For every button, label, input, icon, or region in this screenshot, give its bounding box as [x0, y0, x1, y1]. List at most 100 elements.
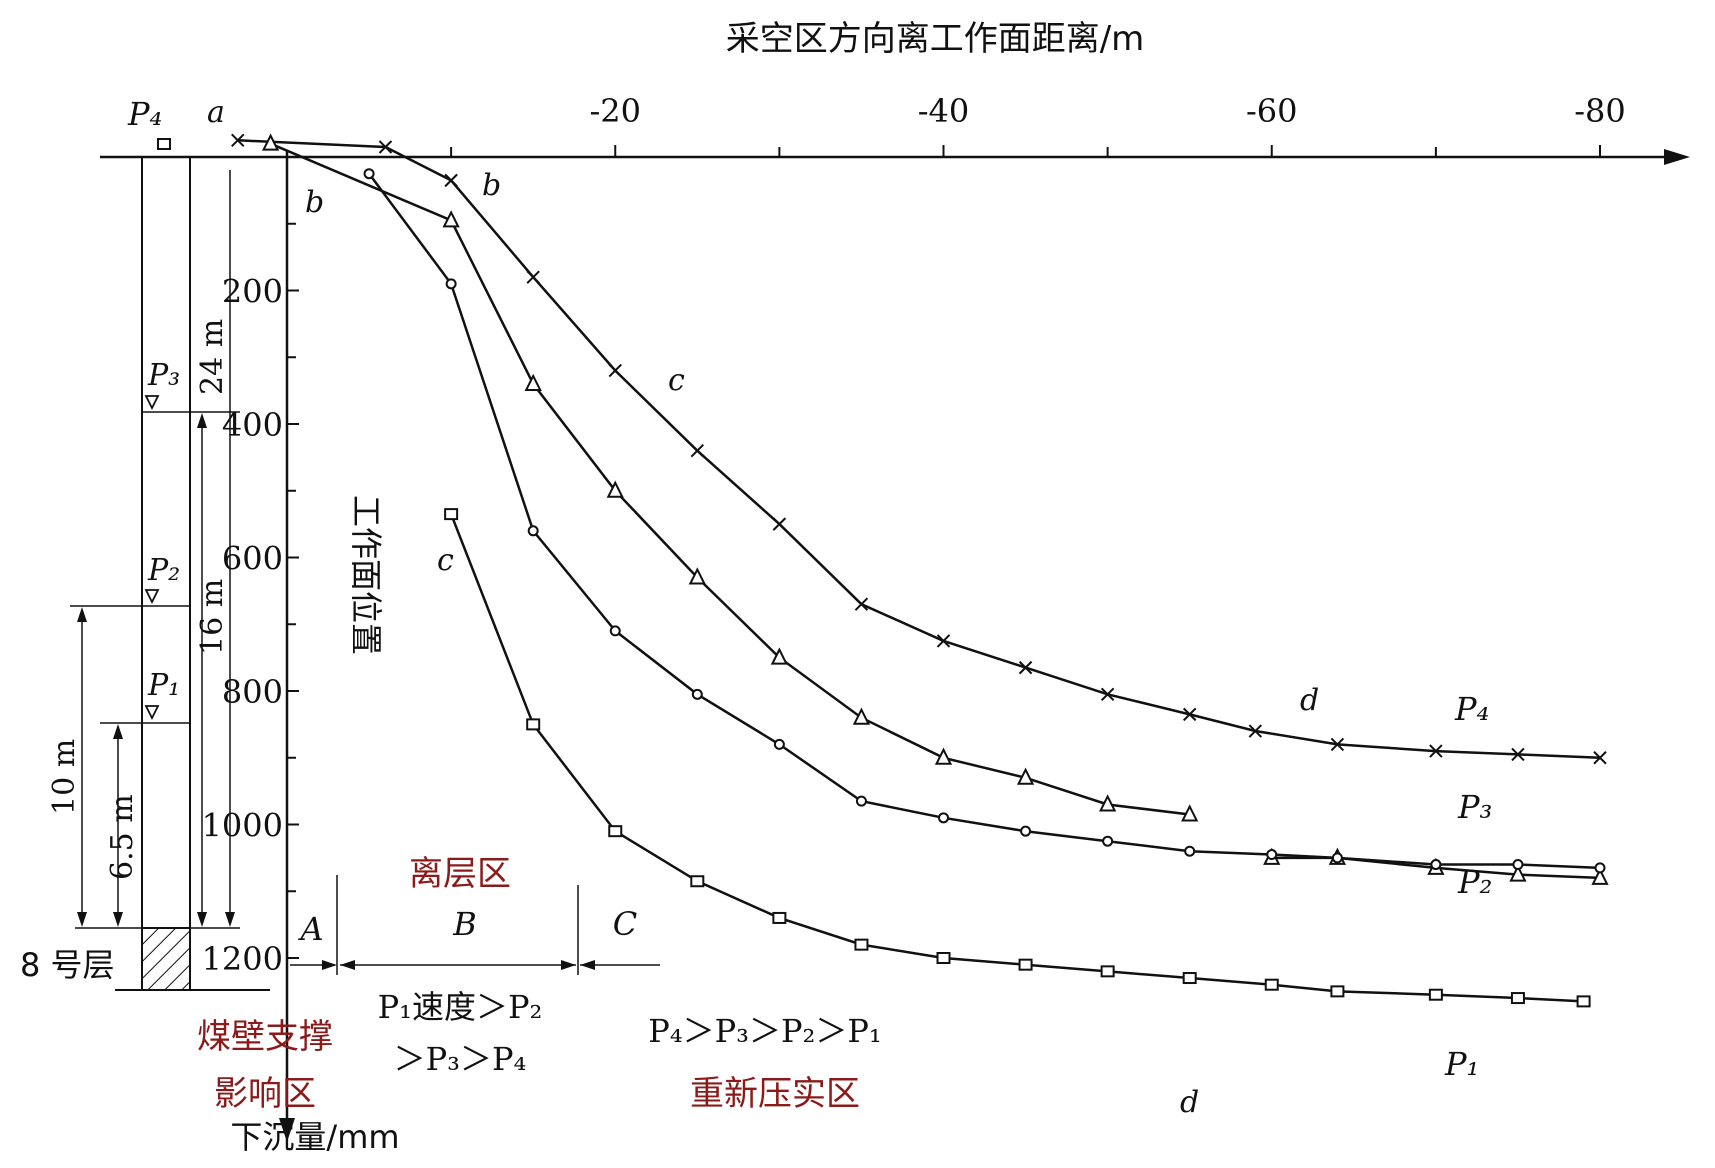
point-P1-0-8: [1100, 965, 1115, 978]
zone-a-name-2: 影响区: [214, 1074, 316, 1114]
point-P1-0-10: [1264, 978, 1279, 991]
point-P4-0-10: [1100, 687, 1115, 702]
point-P4-0-7: [854, 597, 869, 611]
point-P4-0-6: [772, 517, 787, 531]
curve-labels: P₄ a b b c c d d P₄ P₃ P₂ P₁: [127, 95, 1492, 1120]
label-P2: P₂: [1457, 863, 1492, 901]
strat-P3-label: P₃: [147, 358, 180, 393]
point-P1-0-11: [1330, 985, 1345, 998]
point-P1-0-0: [444, 508, 459, 521]
zone-c-rule: P₄＞P₃＞P₂＞P₁: [648, 1012, 881, 1050]
point-P3-0-2: [524, 373, 542, 391]
label-P3: P₃: [1457, 788, 1492, 826]
zone-a-arrow-head: [322, 960, 337, 970]
point-P2-0-10: [1184, 845, 1196, 857]
y-tick-label-5: 1200: [202, 940, 283, 978]
coal-seam-hatch: [141, 927, 191, 991]
point-P4-0-9: [1018, 660, 1033, 675]
series-line-P4-0: [237, 139, 1601, 760]
dim16-arrow-top: [197, 413, 207, 428]
stratum-diagram: 24 m 16 m 10 m 6.5 m 8 号层 P₃ P₂ P₁: [20, 157, 270, 991]
label-c-2: c: [437, 543, 454, 578]
zone-annotations: A B C 离层区 煤壁支撑 影响区 重新压实区 P₁速度＞P₂ ＞P₃＞P₄ …: [197, 854, 882, 1114]
point-P4-0-1: [378, 140, 393, 154]
label-c-1: c: [668, 363, 685, 398]
strat-P2-marker: [144, 589, 160, 605]
point-P1-0-1: [526, 718, 541, 731]
zone-b-letter: B: [452, 905, 477, 943]
point-P4-0-3: [526, 270, 540, 284]
point-P4-0-8: [936, 634, 951, 648]
point-P2-0-5: [773, 738, 785, 750]
point-P2-0-8: [1020, 825, 1032, 837]
series-group: [231, 133, 1609, 1008]
dim24-arrow: [225, 912, 235, 927]
dim10-label: 10 m: [47, 739, 82, 815]
point-P2-0-0: [363, 168, 375, 180]
label-b-1: b: [305, 185, 324, 220]
point-P1-0-9: [1182, 972, 1197, 985]
point-P3-0-5: [770, 647, 788, 665]
point-P4-0-16: [1593, 751, 1607, 765]
zone-c-letter: C: [613, 905, 637, 943]
zone-b-rule-1: P₁速度＞P₂: [378, 988, 543, 1026]
y-tick-label-0: 200: [222, 273, 283, 311]
point-P2-0-3: [609, 625, 621, 637]
point-P3-1-4: [1591, 867, 1609, 885]
zone-b-name: 离层区: [409, 854, 511, 894]
point-P1-0-12: [1428, 988, 1443, 1001]
point-P2-0-13: [1430, 859, 1442, 871]
point-P1-0-14: [1576, 995, 1591, 1008]
dim65-label: 6.5 m: [105, 794, 140, 880]
P4-top-marker: [157, 138, 171, 150]
strat-P3-marker: [144, 395, 160, 411]
y-axis-arrow: [279, 1118, 295, 1142]
zone-a-name-1: 煤壁支撑: [197, 1017, 333, 1057]
zone-b-arrow-left: [340, 960, 355, 970]
zone-c-name: 重新压实区: [690, 1074, 860, 1114]
strat-P1-marker: [144, 705, 160, 721]
point-P4-0-5: [690, 443, 705, 458]
dim65-arrow-bot: [113, 912, 123, 927]
label-d-1: d: [1300, 683, 1319, 718]
y-tick-label-3: 800: [222, 673, 283, 711]
point-P1-0-5: [854, 938, 869, 951]
label-b-2: b: [482, 168, 501, 203]
zone-b-rule-2: ＞P₃＞P₄: [394, 1040, 527, 1078]
label-d-2: d: [1180, 1085, 1199, 1120]
x-axis-arrow: [1664, 149, 1690, 165]
work-face-label: 工作面位置: [347, 495, 385, 655]
point-P1-0-3: [690, 875, 705, 888]
point-P1-0-13: [1510, 992, 1525, 1005]
dim24-label: 24 m: [195, 319, 230, 395]
point-P2-0-12: [1331, 852, 1343, 864]
label-P4: P₄: [1454, 690, 1489, 728]
point-P2-0-15: [1594, 862, 1606, 874]
series-line-P2-0: [368, 172, 1601, 870]
point-P3-0-9: [1099, 794, 1117, 812]
P4-top-label: P₄: [127, 95, 162, 133]
label-P1: P₁: [1444, 1045, 1479, 1083]
label-a: a: [207, 95, 225, 130]
point-P2-0-6: [855, 795, 867, 807]
point-P3-1-3: [1509, 864, 1527, 882]
point-P1-0-7: [1018, 958, 1033, 971]
point-P3-0-4: [688, 567, 706, 585]
point-P1-0-4: [772, 911, 787, 924]
zone-c-arrow-head: [580, 960, 595, 970]
point-P4-0-13: [1330, 737, 1345, 752]
strat-P1-label: P₁: [147, 668, 180, 703]
point-P3-0-0: [261, 133, 280, 151]
x-tick-label-3: -80: [1574, 92, 1626, 130]
x-tick-label-0: -20: [589, 92, 641, 130]
dim16-label: 16 m: [195, 579, 230, 655]
dim10-arrow-bot: [77, 912, 87, 927]
point-P3-0-8: [1016, 767, 1035, 785]
point-P4-0-11: [1182, 707, 1197, 722]
point-P2-0-7: [938, 812, 949, 824]
point-P2-0-1: [445, 278, 457, 290]
x-tick-label-1: -40: [918, 92, 970, 130]
y-tick-label-2: 600: [222, 540, 283, 578]
point-P3-0-1: [442, 210, 460, 228]
